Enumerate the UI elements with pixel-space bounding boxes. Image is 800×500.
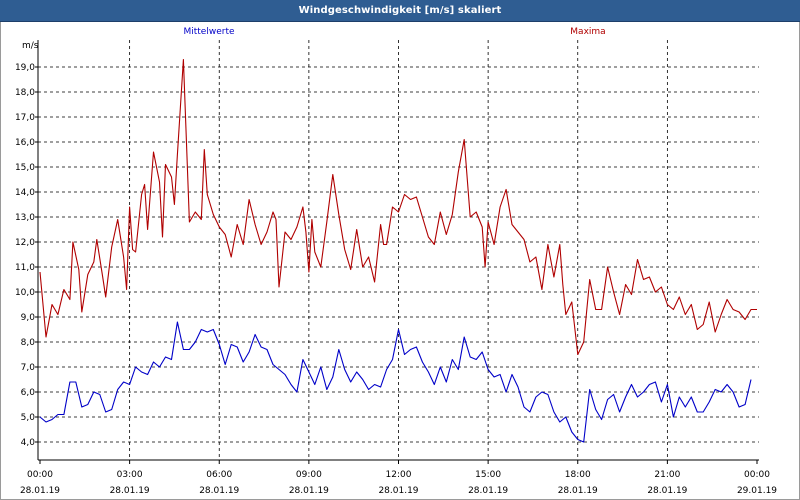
y-tick-label: 13,0: [15, 213, 35, 223]
y-tick-label: 19,0: [15, 63, 35, 73]
y-tick-label: 14,0: [15, 188, 35, 198]
x-tick-date: 28.01.19: [378, 486, 418, 496]
x-tick-time: 09:00: [296, 470, 322, 480]
chart-axes: 4,0 5,0 6,0 7,0 8,0 9,0 10,0 11,0 12,0 13,0 14,0 15…: [15, 40, 777, 496]
x-tick-date: 28.01.19: [199, 486, 239, 496]
window-titlebar: Windgeschwindigkeit [m/s] skaliert: [0, 0, 800, 22]
y-tick-label: 12,0: [15, 238, 35, 248]
x-tick-date: 29.01.19: [737, 486, 777, 496]
y-tick-label: 16,0: [15, 138, 35, 148]
y-tick-label: 11,0: [15, 263, 35, 273]
y-tick-label: 8,0: [21, 338, 36, 348]
series-line-maxima: [39, 58, 757, 356]
x-tick-time: 12:00: [386, 470, 412, 480]
x-tick-date: 28.01.19: [558, 486, 598, 496]
x-tick-time: 00:00: [27, 470, 53, 480]
y-tick-label: 4,0: [21, 438, 36, 448]
x-tick-time: 06:00: [206, 470, 232, 480]
x-tick-date: 28.01.19: [289, 486, 329, 496]
chart-series: [39, 58, 757, 443]
y-tick-label: 7,0: [21, 363, 36, 373]
x-tick-date: 28.01.19: [20, 486, 60, 496]
y-tick-label: 9,0: [21, 313, 36, 323]
y-tick-label: 10,0: [15, 288, 35, 298]
y-tick-label: 15,0: [15, 163, 35, 173]
y-axis-unit: m/s: [22, 41, 39, 51]
x-tick-time: 00:00: [744, 470, 770, 480]
x-tick-date: 28.01.19: [468, 486, 508, 496]
x-tick-time: 21:00: [654, 470, 680, 480]
y-tick-label: 5,0: [21, 413, 36, 423]
chart-grid: [38, 40, 759, 460]
legend-maxima: Maxima: [570, 27, 605, 37]
x-tick-time: 18:00: [565, 470, 591, 480]
x-tick-date: 28.01.19: [647, 486, 687, 496]
x-tick-date: 28.01.19: [110, 486, 150, 496]
window-title: Windgeschwindigkeit [m/s] skaliert: [298, 5, 502, 16]
y-tick-label: 6,0: [21, 388, 36, 398]
x-tick-time: 15:00: [475, 470, 501, 480]
legend-mittelwerte: Mittelwerte: [183, 27, 234, 37]
series-line-mittelwerte: [39, 321, 752, 443]
y-tick-label: 17,0: [15, 113, 35, 123]
y-tick-label: 18,0: [15, 88, 35, 98]
x-tick-time: 03:00: [117, 470, 143, 480]
